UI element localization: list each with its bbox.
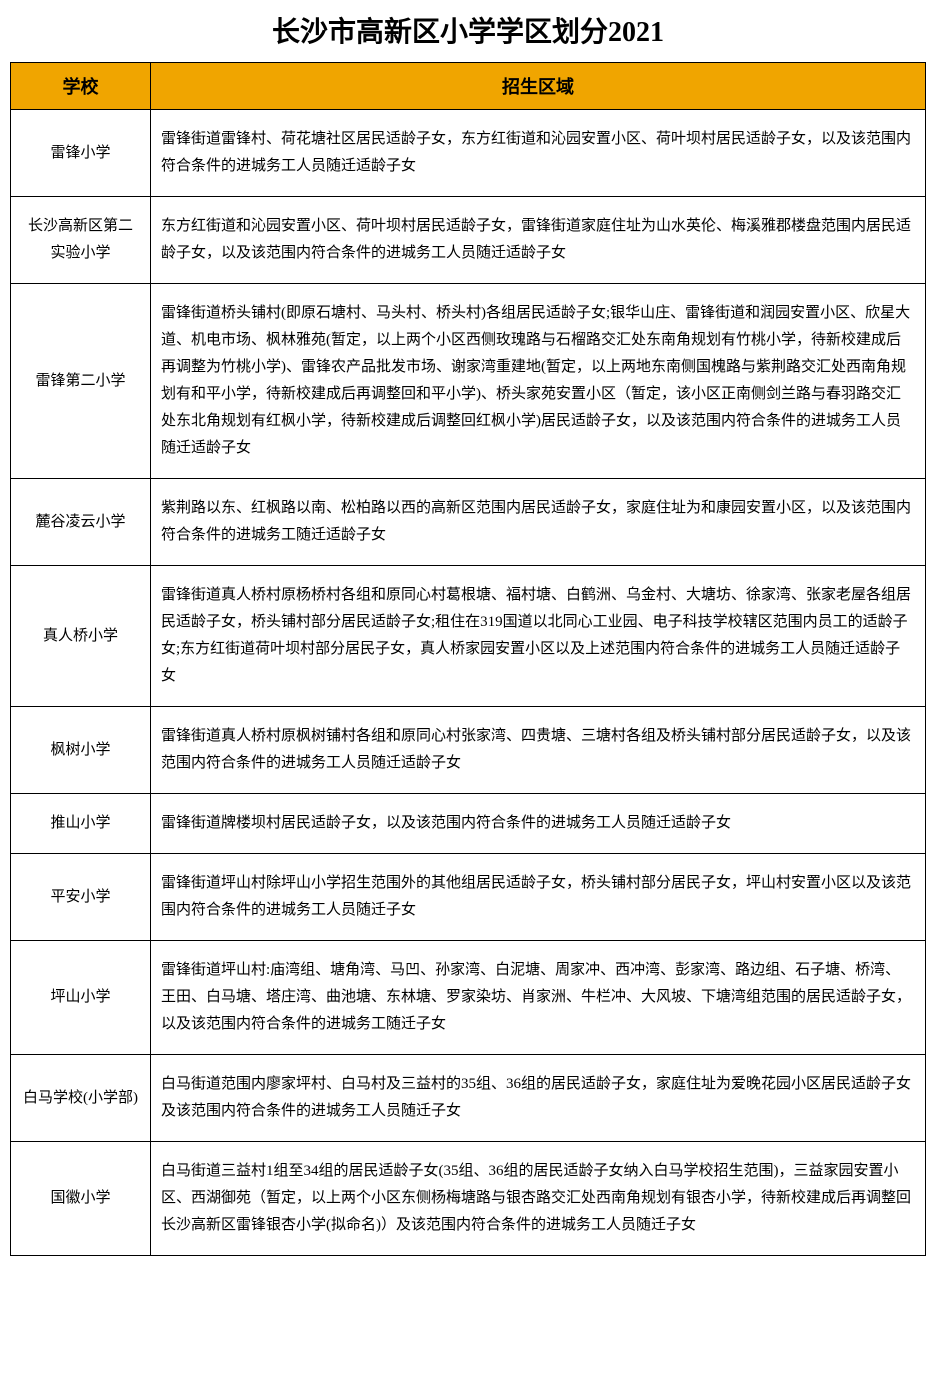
table-header: 学校 招生区域 <box>11 63 926 110</box>
school-name-cell: 雷锋小学 <box>11 110 151 197</box>
enrollment-area-cell: 雷锋街道桥头铺村(即原石塘村、马头村、桥头村)各组居民适龄子女;银华山庄、雷锋街… <box>151 284 926 479</box>
enrollment-area-cell: 白马街道三益村1组至34组的居民适龄子女(35组、36组的居民适龄子女纳入白马学… <box>151 1142 926 1256</box>
table-row: 枫树小学雷锋街道真人桥村原枫树铺村各组和原同心村张家湾、四贵塘、三塘村各组及桥头… <box>11 707 926 794</box>
school-name-cell: 真人桥小学 <box>11 566 151 707</box>
enrollment-area-cell: 雷锋街道真人桥村原枫树铺村各组和原同心村张家湾、四贵塘、三塘村各组及桥头铺村部分… <box>151 707 926 794</box>
table-row: 长沙高新区第二实验小学东方红街道和沁园安置小区、荷叶坝村居民适龄子女，雷锋街道家… <box>11 197 926 284</box>
enrollment-area-cell: 东方红街道和沁园安置小区、荷叶坝村居民适龄子女，雷锋街道家庭住址为山水英伦、梅溪… <box>151 197 926 284</box>
enrollment-area-cell: 雷锋街道坪山村:庙湾组、塘角湾、马凹、孙家湾、白泥塘、周家冲、西冲湾、彭家湾、路… <box>151 941 926 1055</box>
school-name-cell: 麓谷凌云小学 <box>11 479 151 566</box>
table-row: 平安小学雷锋街道坪山村除坪山小学招生范围外的其他组居民适龄子女，桥头铺村部分居民… <box>11 854 926 941</box>
school-name-cell: 坪山小学 <box>11 941 151 1055</box>
header-row: 学校 招生区域 <box>11 63 926 110</box>
enrollment-area-cell: 雷锋街道雷锋村、荷花塘社区居民适龄子女，东方红街道和沁园安置小区、荷叶坝村居民适… <box>151 110 926 197</box>
document-title: 长沙市高新区小学学区划分2021 <box>10 10 926 50</box>
school-name-cell: 国徽小学 <box>11 1142 151 1256</box>
school-name-cell: 平安小学 <box>11 854 151 941</box>
table-body: 雷锋小学雷锋街道雷锋村、荷花塘社区居民适龄子女，东方红街道和沁园安置小区、荷叶坝… <box>11 110 926 1256</box>
table-row: 雷锋小学雷锋街道雷锋村、荷花塘社区居民适龄子女，东方红街道和沁园安置小区、荷叶坝… <box>11 110 926 197</box>
table-row: 国徽小学白马街道三益村1组至34组的居民适龄子女(35组、36组的居民适龄子女纳… <box>11 1142 926 1256</box>
school-district-table: 学校 招生区域 雷锋小学雷锋街道雷锋村、荷花塘社区居民适龄子女，东方红街道和沁园… <box>10 62 926 1256</box>
enrollment-area-cell: 白马街道范围内廖家坪村、白马村及三益村的35组、36组的居民适龄子女，家庭住址为… <box>151 1055 926 1142</box>
table-row: 麓谷凌云小学紫荆路以东、红枫路以南、松柏路以西的高新区范围内居民适龄子女，家庭住… <box>11 479 926 566</box>
table-row: 坪山小学雷锋街道坪山村:庙湾组、塘角湾、马凹、孙家湾、白泥塘、周家冲、西冲湾、彭… <box>11 941 926 1055</box>
school-name-cell: 长沙高新区第二实验小学 <box>11 197 151 284</box>
header-area: 招生区域 <box>151 63 926 110</box>
enrollment-area-cell: 紫荆路以东、红枫路以南、松柏路以西的高新区范围内居民适龄子女，家庭住址为和康园安… <box>151 479 926 566</box>
enrollment-area-cell: 雷锋街道牌楼坝村居民适龄子女，以及该范围内符合条件的进城务工人员随迁适龄子女 <box>151 794 926 854</box>
table-row: 真人桥小学雷锋街道真人桥村原杨桥村各组和原同心村葛根塘、福村塘、白鹤洲、乌金村、… <box>11 566 926 707</box>
enrollment-area-cell: 雷锋街道真人桥村原杨桥村各组和原同心村葛根塘、福村塘、白鹤洲、乌金村、大塘坊、徐… <box>151 566 926 707</box>
header-school: 学校 <box>11 63 151 110</box>
school-name-cell: 雷锋第二小学 <box>11 284 151 479</box>
enrollment-area-cell: 雷锋街道坪山村除坪山小学招生范围外的其他组居民适龄子女，桥头铺村部分居民子女，坪… <box>151 854 926 941</box>
school-name-cell: 枫树小学 <box>11 707 151 794</box>
table-row: 推山小学雷锋街道牌楼坝村居民适龄子女，以及该范围内符合条件的进城务工人员随迁适龄… <box>11 794 926 854</box>
table-row: 雷锋第二小学雷锋街道桥头铺村(即原石塘村、马头村、桥头村)各组居民适龄子女;银华… <box>11 284 926 479</box>
table-row: 白马学校(小学部)白马街道范围内廖家坪村、白马村及三益村的35组、36组的居民适… <box>11 1055 926 1142</box>
school-name-cell: 白马学校(小学部) <box>11 1055 151 1142</box>
school-name-cell: 推山小学 <box>11 794 151 854</box>
document-container: 长沙市高新区小学学区划分2021 学校 招生区域 雷锋小学雷锋街道雷锋村、荷花塘… <box>10 10 926 1256</box>
